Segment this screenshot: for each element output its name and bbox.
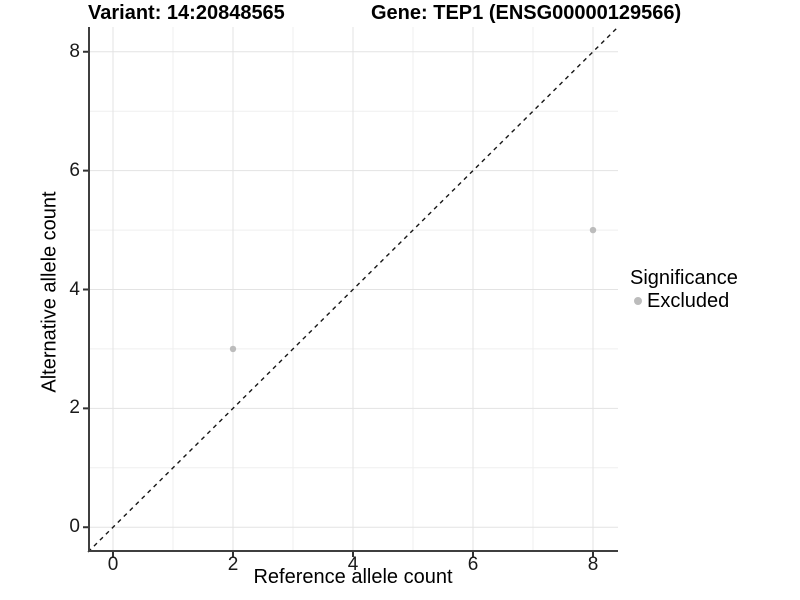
plot-title-gene: Gene: TEP1 (ENSG00000129566) [371,2,682,24]
plot-panel [83,27,618,557]
x-axis-title: Reference allele count [253,566,453,588]
x-tick-label: 0 [107,554,119,575]
legend-title: Significance [630,267,738,289]
legend: Significance Excluded [630,266,738,312]
identity-dashed-line [87,27,618,553]
excluded-point-icon [634,297,642,305]
y-tick-label: 2 [69,397,80,419]
plot-title-variant: Variant: 14:20848565 [88,2,285,24]
x-tick-label: 6 [467,554,479,575]
data-point [229,345,237,353]
y-tick-label: 0 [69,516,80,538]
legend-entry-label: Excluded [647,290,730,312]
x-tick-label: 4 [347,554,359,575]
y-tick-label: 8 [69,40,80,62]
x-tick-label: 2 [227,554,239,575]
x-tick-label: 8 [587,554,599,575]
legend-entry-excluded: Excluded [630,290,738,312]
y-tick-label: 4 [69,278,80,300]
data-point [589,226,597,234]
y-tick-label: 6 [69,159,80,181]
